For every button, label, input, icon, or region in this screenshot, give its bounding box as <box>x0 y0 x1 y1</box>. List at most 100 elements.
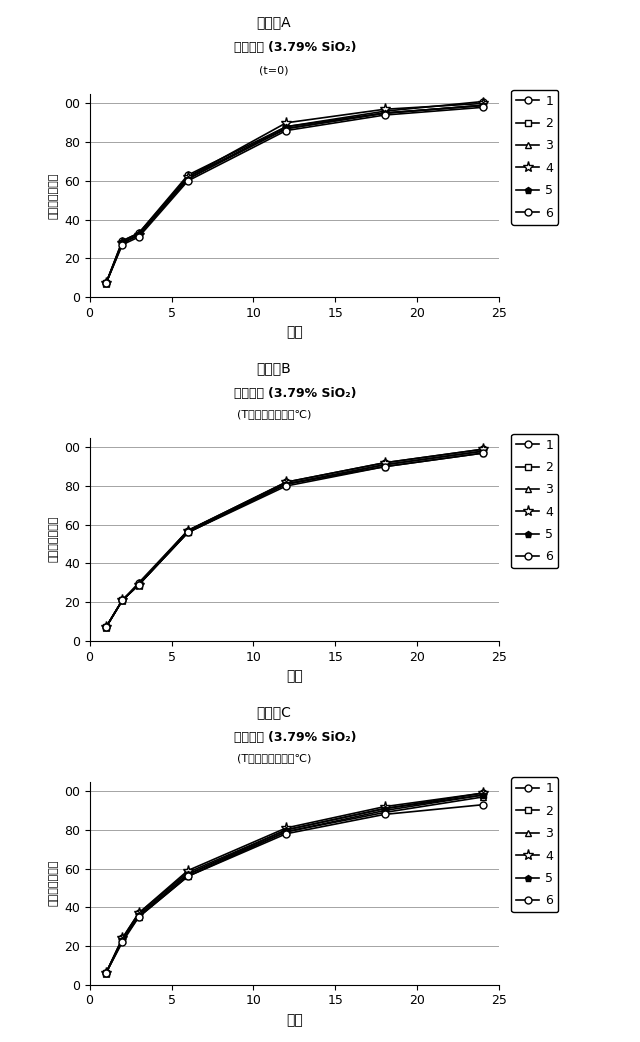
1 <box>381 802 388 815</box>
3 <box>282 825 290 838</box>
1 <box>102 967 110 979</box>
3 <box>135 911 143 923</box>
4 <box>381 456 388 469</box>
4 <box>184 171 192 183</box>
3 <box>118 934 126 946</box>
5 <box>118 237 126 249</box>
3 <box>381 107 388 120</box>
X-axis label: 時間: 時間 <box>286 1013 303 1027</box>
4 <box>282 476 290 489</box>
1 <box>479 443 486 455</box>
1 <box>184 866 192 878</box>
4 <box>135 907 143 919</box>
1 <box>102 621 110 634</box>
2 <box>282 122 290 134</box>
Line: 4: 4 <box>100 98 488 289</box>
1 <box>184 169 192 181</box>
2 <box>282 478 290 491</box>
4 <box>282 822 290 835</box>
6 <box>102 967 110 979</box>
1 <box>381 456 388 469</box>
6 <box>135 911 143 923</box>
1 <box>479 787 486 799</box>
Text: 製劑１２: 製劑１２ <box>234 388 268 400</box>
6 <box>184 175 192 188</box>
Legend: 1, 2, 3, 4, 5, 6: 1, 2, 3, 4, 5, 6 <box>511 433 558 569</box>
6 <box>135 578 143 591</box>
3 <box>184 524 192 537</box>
1 <box>184 524 192 537</box>
Line: 5: 5 <box>102 450 486 630</box>
2 <box>135 229 143 242</box>
2 <box>479 445 486 457</box>
5 <box>118 934 126 946</box>
4 <box>381 103 388 116</box>
2 <box>381 804 388 817</box>
5 <box>118 594 126 606</box>
Text: (3.79% SiO₂): (3.79% SiO₂) <box>268 42 356 54</box>
5 <box>135 229 143 242</box>
2 <box>282 825 290 838</box>
2 <box>102 967 110 979</box>
5 <box>184 173 192 185</box>
2 <box>118 934 126 946</box>
5 <box>102 277 110 290</box>
1 <box>282 121 290 133</box>
Legend: 1, 2, 3, 4, 5, 6: 1, 2, 3, 4, 5, 6 <box>511 777 558 913</box>
1 <box>118 234 126 247</box>
5 <box>282 121 290 133</box>
1 <box>135 227 143 240</box>
6 <box>102 277 110 290</box>
5 <box>479 789 486 801</box>
Text: (3.79% SiO₂): (3.79% SiO₂) <box>268 731 356 744</box>
6 <box>184 526 192 539</box>
3 <box>118 234 126 247</box>
2 <box>381 458 388 471</box>
2 <box>118 594 126 606</box>
3 <box>102 621 110 634</box>
Line: 3: 3 <box>102 794 486 976</box>
3 <box>135 578 143 591</box>
6 <box>479 798 486 811</box>
Line: 4: 4 <box>100 788 488 978</box>
4 <box>282 117 290 129</box>
5 <box>282 478 290 491</box>
Line: 4: 4 <box>100 444 488 632</box>
2 <box>479 99 486 111</box>
2 <box>479 789 486 801</box>
2 <box>184 173 192 185</box>
6 <box>118 936 126 948</box>
1 <box>118 932 126 944</box>
5 <box>184 868 192 880</box>
6 <box>118 239 126 251</box>
4 <box>184 524 192 537</box>
6 <box>184 870 192 883</box>
5 <box>381 461 388 473</box>
6 <box>381 461 388 473</box>
4 <box>479 787 486 799</box>
4 <box>135 229 143 242</box>
Text: 製劑１２: 製劑１２ <box>234 731 268 744</box>
Text: パネルC: パネルC <box>257 705 291 719</box>
Line: 3: 3 <box>102 448 486 630</box>
1 <box>282 823 290 836</box>
Line: 6: 6 <box>102 801 486 976</box>
6 <box>282 479 290 492</box>
X-axis label: 時間: 時間 <box>286 669 303 684</box>
1 <box>135 576 143 589</box>
4 <box>381 800 388 813</box>
Line: 5: 5 <box>102 792 486 976</box>
1 <box>102 277 110 290</box>
Line: 6: 6 <box>102 104 486 287</box>
Y-axis label: 累積薬物放出％: 累積薬物放出％ <box>49 516 58 563</box>
3 <box>479 791 486 803</box>
Text: (T＝１カ月、２５℃): (T＝１カ月、２５℃) <box>237 408 311 419</box>
4 <box>118 932 126 944</box>
Text: (t=0): (t=0) <box>259 65 289 75</box>
4 <box>102 967 110 979</box>
2 <box>135 909 143 921</box>
Text: 製劑１２: 製劑１２ <box>234 42 268 54</box>
3 <box>102 277 110 290</box>
4 <box>102 621 110 634</box>
6 <box>118 594 126 606</box>
